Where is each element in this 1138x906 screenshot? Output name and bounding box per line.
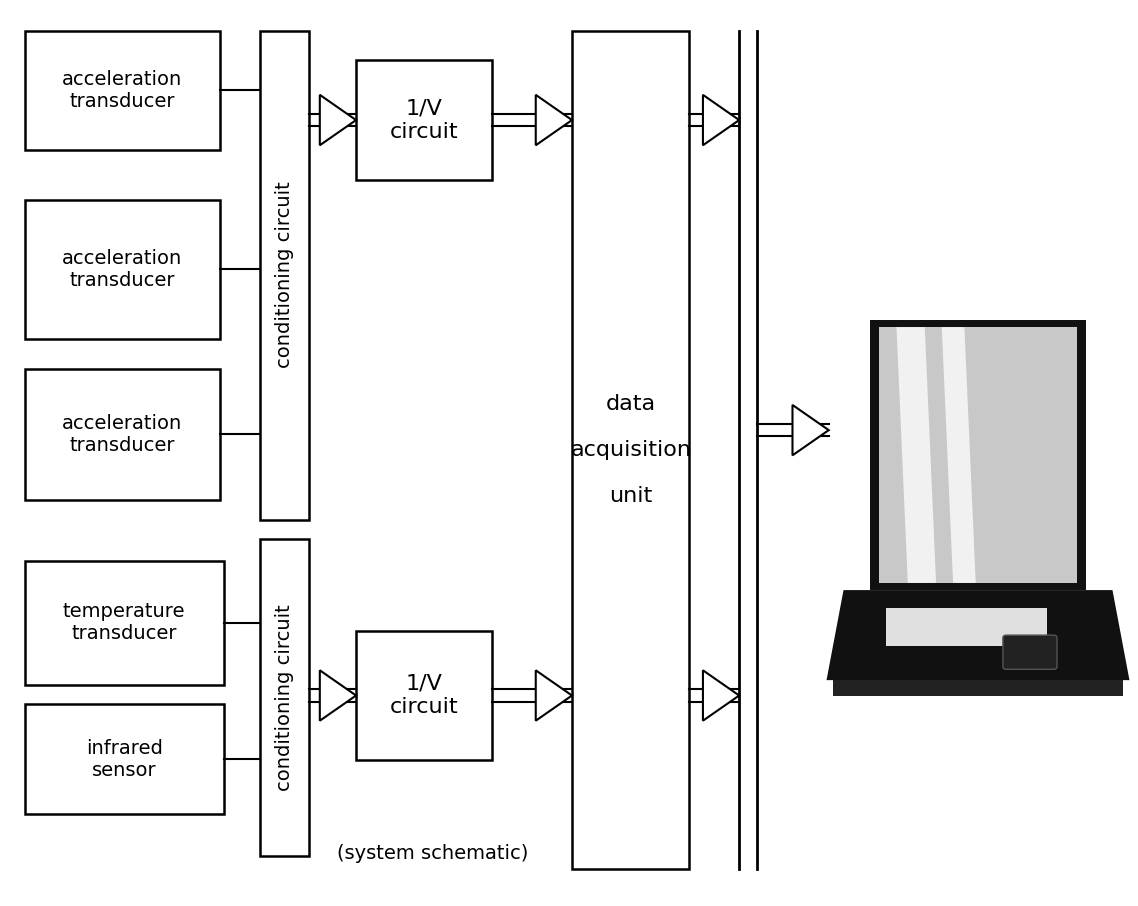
Polygon shape: [320, 95, 356, 145]
Bar: [572, 31, 690, 870]
Text: 1/V
circuit: 1/V circuit: [390, 674, 459, 718]
Polygon shape: [703, 95, 740, 145]
Polygon shape: [826, 590, 1129, 680]
Bar: [259, 31, 310, 519]
Bar: [25, 562, 224, 685]
Text: 1/V
circuit: 1/V circuit: [390, 99, 459, 141]
Polygon shape: [320, 670, 356, 720]
Text: conditioning circuit: conditioning circuit: [275, 182, 294, 369]
Bar: [25, 369, 220, 500]
Bar: [356, 61, 493, 179]
Bar: [880, 327, 1077, 583]
Text: acceleration
transducer: acceleration transducer: [63, 248, 182, 290]
Text: (system schematic): (system schematic): [338, 843, 529, 863]
Text: acceleration
transducer: acceleration transducer: [63, 414, 182, 455]
FancyBboxPatch shape: [1003, 635, 1057, 670]
Bar: [25, 199, 220, 339]
Text: data

acquisition

unit: data acquisition unit: [570, 393, 691, 506]
Polygon shape: [942, 327, 975, 583]
Polygon shape: [536, 95, 572, 145]
Polygon shape: [897, 327, 937, 583]
Bar: [833, 680, 1123, 697]
Bar: [25, 31, 220, 149]
Bar: [356, 631, 493, 760]
Bar: [25, 705, 224, 814]
Bar: [887, 608, 1047, 646]
Text: conditioning circuit: conditioning circuit: [275, 604, 294, 791]
Polygon shape: [792, 405, 828, 456]
Text: infrared
sensor: infrared sensor: [85, 738, 163, 779]
Polygon shape: [536, 670, 572, 720]
Bar: [871, 320, 1086, 590]
Text: acceleration
transducer: acceleration transducer: [63, 70, 182, 111]
Bar: [259, 539, 310, 855]
Polygon shape: [703, 670, 740, 720]
Text: temperature
transducer: temperature transducer: [63, 602, 185, 643]
